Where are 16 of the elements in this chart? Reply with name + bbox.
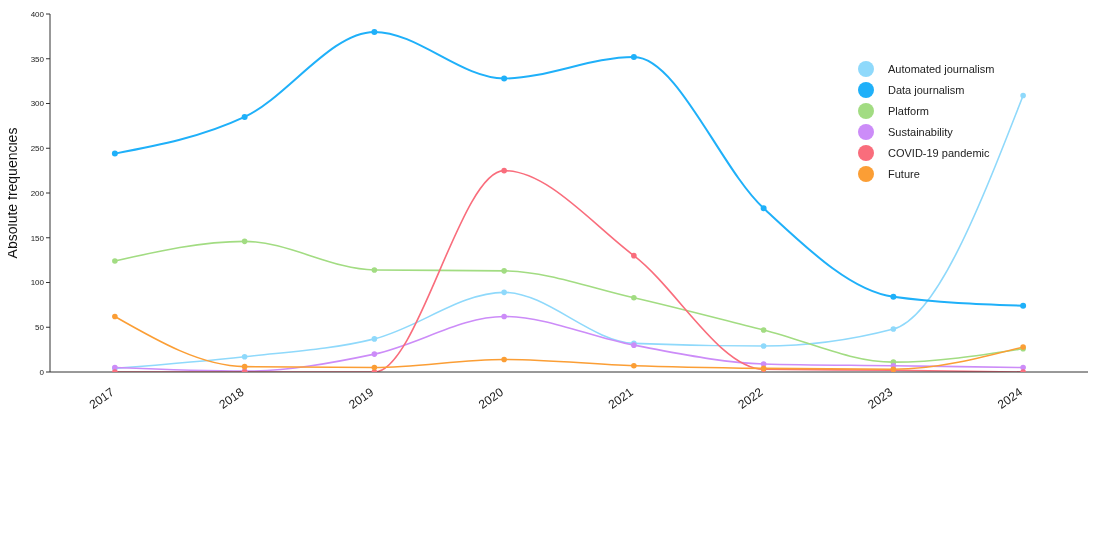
y-tick-label: 300 bbox=[30, 99, 45, 109]
legend-label: Future bbox=[888, 168, 920, 180]
y-tick-label: 0 bbox=[39, 367, 45, 377]
y-tick-label: 350 bbox=[30, 54, 45, 64]
y-tick-label: 150 bbox=[30, 233, 45, 243]
legend-label: Sustainability bbox=[888, 126, 953, 138]
legend-label: Automated journalism bbox=[888, 63, 995, 75]
y-tick-label: 400 bbox=[30, 9, 45, 19]
legend-label: Data journalism bbox=[888, 84, 965, 96]
legend-label: Platform bbox=[888, 105, 929, 117]
y-tick-label: 50 bbox=[35, 323, 45, 333]
y-tick-label: 100 bbox=[30, 278, 45, 288]
x-tick-label: 2021 bbox=[605, 384, 636, 412]
legend-label: COVID-19 pandemic bbox=[888, 147, 990, 159]
y-tick-label: 250 bbox=[30, 144, 45, 154]
y-tick-label: 200 bbox=[30, 188, 45, 198]
